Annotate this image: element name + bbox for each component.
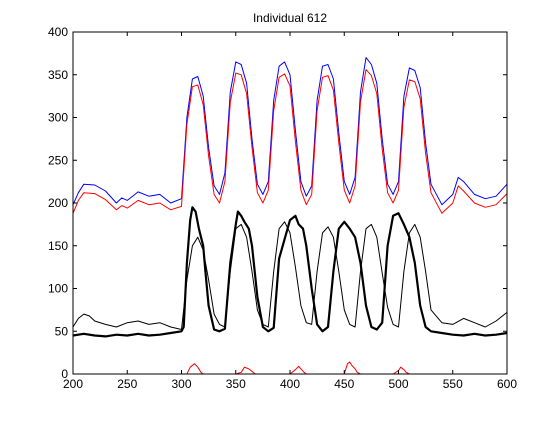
- y-tick-label: 150: [48, 239, 68, 253]
- y-tick-label: 0: [61, 367, 68, 381]
- x-tick-label: 400: [280, 377, 300, 391]
- y-tick-label: 400: [48, 25, 68, 39]
- x-tick-label: 550: [443, 377, 463, 391]
- x-tick-label: 350: [226, 377, 246, 391]
- chart-title: Individual 612: [253, 11, 327, 25]
- x-tick-label: 450: [334, 377, 354, 391]
- y-tick-label: 200: [48, 196, 68, 210]
- y-tick-label: 250: [48, 153, 68, 167]
- series-layer: [72, 57, 508, 375]
- series-line-5: [73, 361, 507, 375]
- y-tick-label: 50: [55, 324, 69, 338]
- x-axis: 200 250 300 350 400 450 500 550 600: [63, 32, 517, 391]
- x-tick-label: 500: [388, 377, 408, 391]
- y-axis: 0 50 100 150 200 250 300 350 400: [48, 25, 507, 381]
- series-line-4: [72, 221, 508, 330]
- x-tick-label: 200: [63, 377, 83, 391]
- series-line-3: [72, 206, 508, 338]
- series-line-2: [72, 69, 508, 214]
- x-tick-label: 250: [117, 377, 137, 391]
- y-tick-label: 300: [48, 111, 68, 125]
- y-tick-label: 350: [48, 68, 68, 82]
- series-line-1: [72, 57, 508, 206]
- x-tick-label: 300: [171, 377, 191, 391]
- x-tick-label: 600: [497, 377, 517, 391]
- y-tick-label: 100: [48, 282, 68, 296]
